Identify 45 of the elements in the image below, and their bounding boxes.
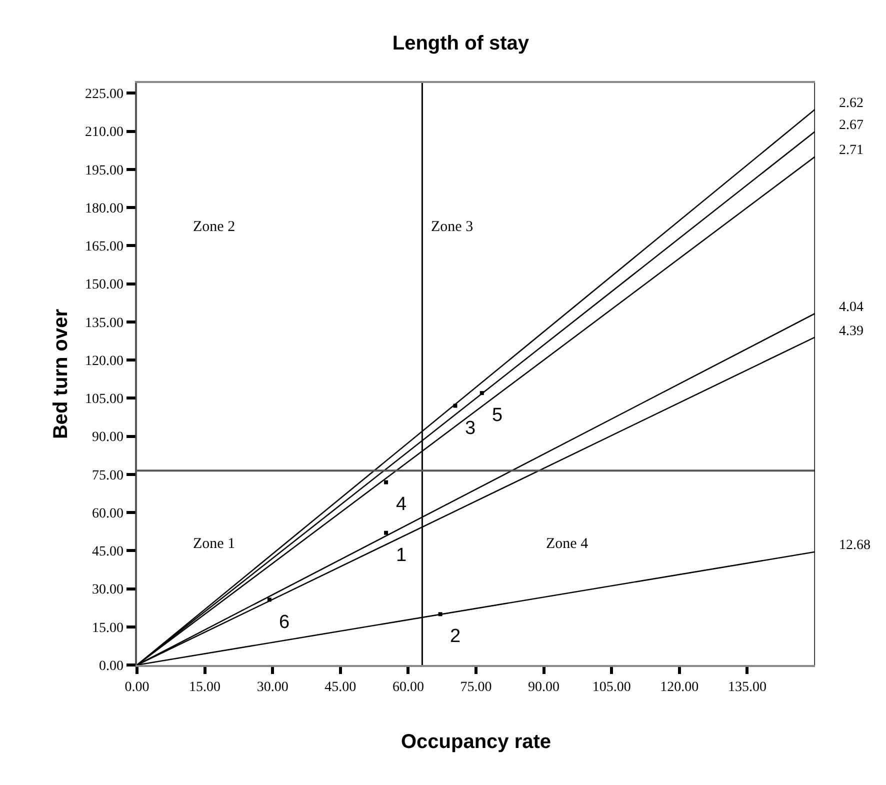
x-tick-label: 30.00 <box>256 680 288 695</box>
annotation: Zone 2 <box>193 219 236 235</box>
y-tick-label: 120.00 <box>84 354 124 369</box>
y-tick-label: 195.00 <box>84 163 124 178</box>
x-axis-title: Occupancy rate <box>400 730 552 753</box>
y-tick-label: 15.00 <box>92 620 124 636</box>
y-tick-label: 225.00 <box>84 87 124 102</box>
y-tick-label: 210.00 <box>84 125 124 140</box>
y-tick-label: 45.00 <box>92 544 124 560</box>
x-tick-label: 75.00 <box>460 680 492 695</box>
x-tick-label: 90.00 <box>528 680 560 695</box>
x-tick-label: 45.00 <box>324 680 356 695</box>
y-tick-label: 165.00 <box>84 240 124 255</box>
y-tick-label: 180.00 <box>84 201 124 216</box>
y-tick-label: 60.00 <box>92 506 124 522</box>
y-tick-label: 75.00 <box>92 468 124 484</box>
x-tick-label: 120.00 <box>660 680 699 695</box>
chart-title: Length of stay <box>392 32 530 54</box>
y-tick-label: 135.00 <box>84 316 124 331</box>
annotation: Zone 1 <box>193 536 236 552</box>
y-tick-label: 150.00 <box>84 278 124 293</box>
y-tick-label: 0.00 <box>98 658 124 674</box>
y-axis-title: Bed turn over <box>50 308 72 440</box>
x-tick-label: 0.00 <box>124 680 150 695</box>
x-tick-label: 105.00 <box>592 680 631 695</box>
series-label: 4.39 <box>839 324 864 339</box>
series-label: 12.68 <box>839 538 870 553</box>
annotation: Zone 3 <box>431 219 474 235</box>
x-tick-label: 15.00 <box>189 680 221 695</box>
y-tick-label: 30.00 <box>92 582 124 598</box>
series-label: 4 <box>396 494 407 515</box>
series-label: 3 <box>465 418 476 439</box>
annotation: Zone 4 <box>546 536 589 552</box>
series-label: 1 <box>396 545 407 566</box>
x-tick-label: 135.00 <box>728 680 766 695</box>
y-tick-label: 105.00 <box>84 392 124 408</box>
series-label: 5 <box>492 405 503 426</box>
series-label: 2.71 <box>839 143 864 158</box>
series-label: 4.04 <box>839 300 864 315</box>
series-label: 2 <box>450 626 461 647</box>
x-tick-label: 60.00 <box>392 680 424 695</box>
series-label: 6 <box>279 612 290 633</box>
series-label: 2.62 <box>839 96 864 111</box>
y-tick-label: 90.00 <box>92 430 124 446</box>
series-label: 2.67 <box>839 118 864 133</box>
